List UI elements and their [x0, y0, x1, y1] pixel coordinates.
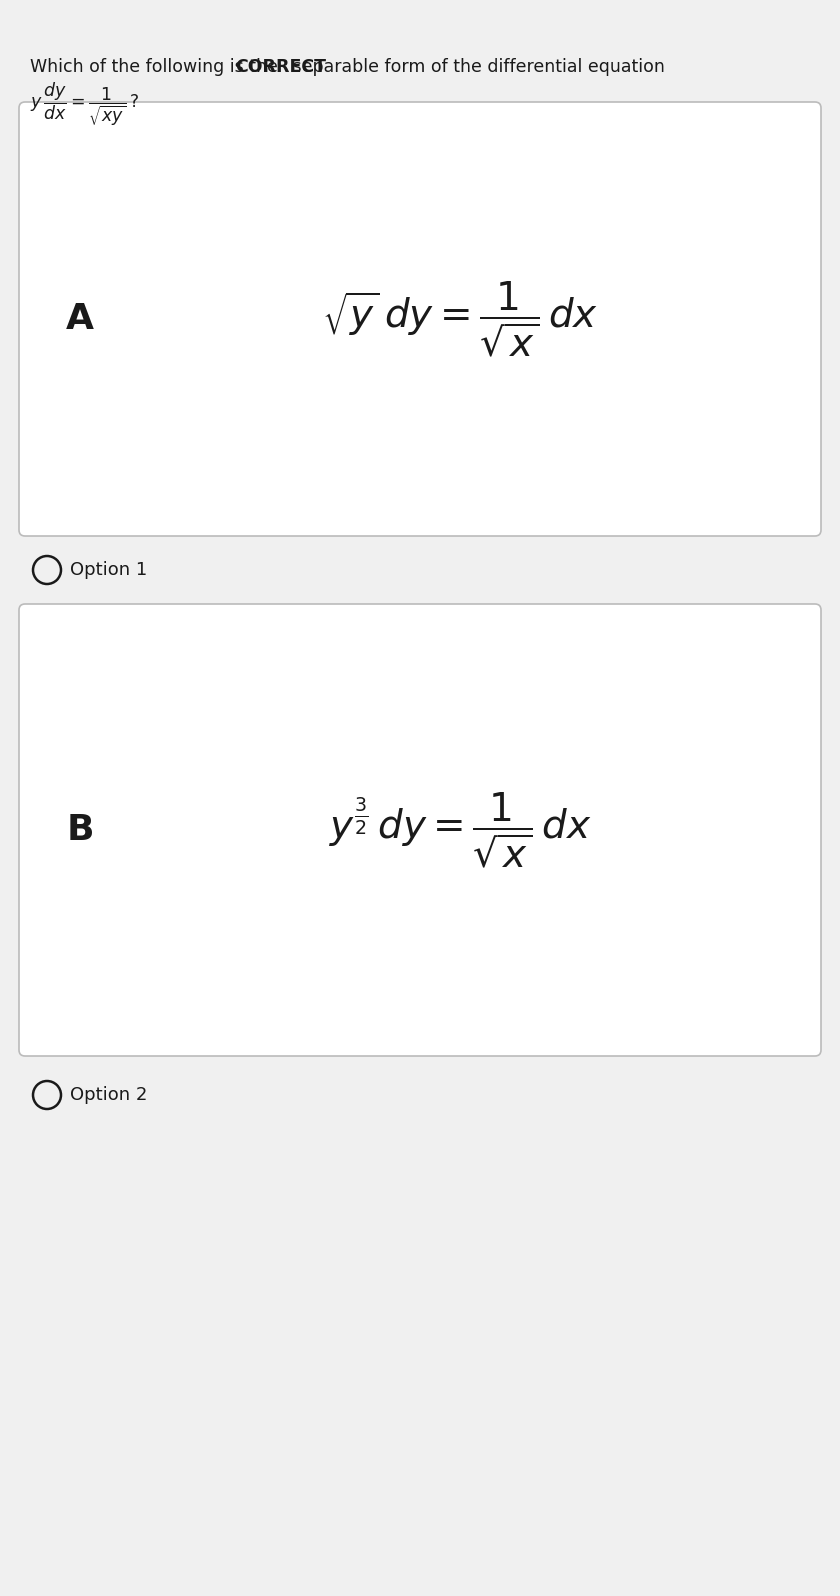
Text: CORRECT: CORRECT [235, 57, 327, 77]
Ellipse shape [33, 555, 61, 584]
FancyBboxPatch shape [19, 102, 821, 536]
Text: $y\,\dfrac{dy}{dx} = \dfrac{1}{\sqrt{xy}}\,?$: $y\,\dfrac{dy}{dx} = \dfrac{1}{\sqrt{xy}… [30, 80, 139, 128]
Text: Option 1: Option 1 [70, 562, 147, 579]
Text: B: B [66, 812, 94, 847]
Text: Option 2: Option 2 [70, 1085, 147, 1104]
Text: separable form of the differential equation: separable form of the differential equat… [287, 57, 665, 77]
Text: Which of the following is the: Which of the following is the [30, 57, 283, 77]
FancyBboxPatch shape [19, 603, 821, 1057]
Text: $\sqrt{y}\,dy = \dfrac{1}{\sqrt{x}}\,dx$: $\sqrt{y}\,dy = \dfrac{1}{\sqrt{x}}\,dx$ [322, 279, 598, 359]
Text: $y^{\frac{3}{2}}\,dy = \dfrac{1}{\sqrt{x}}\,dx$: $y^{\frac{3}{2}}\,dy = \dfrac{1}{\sqrt{x… [328, 790, 591, 870]
Ellipse shape [33, 1080, 61, 1109]
Text: A: A [66, 302, 94, 337]
